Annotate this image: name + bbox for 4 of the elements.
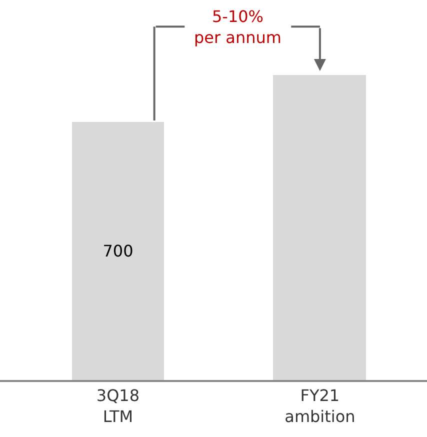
data-label: 700	[102, 242, 134, 260]
x-tick-label: 3Q18 LTM	[96, 386, 140, 426]
x-tick-label: FY21 ambition	[284, 386, 356, 426]
text: 5-10% per annum	[194, 7, 282, 47]
